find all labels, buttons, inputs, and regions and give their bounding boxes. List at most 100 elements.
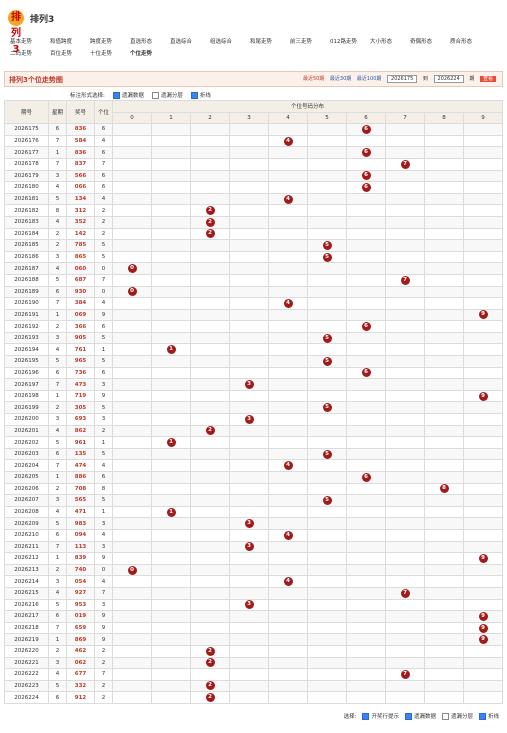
units-digit: 2 [94,215,113,229]
digit-cell [385,528,425,542]
units-digit: 5 [94,355,113,368]
data-row: 2026223 5 332 2 2 [4,679,503,693]
draw-number: 839 [66,552,95,565]
digit-cell [463,285,503,299]
view-button[interactable]: 查看 [479,76,496,82]
units-digit: 2 [94,227,113,241]
issue: 2026208 [4,505,49,519]
hit-ball: 2 [205,426,215,436]
nav-tab[interactable]: 百位走势 [50,51,73,57]
digit-cell [151,586,191,600]
digit-cell [190,157,230,171]
digit-cell [424,436,464,449]
digit-cell [424,181,464,194]
digit-cell [229,250,269,264]
nav-tab[interactable]: 十位走势 [90,51,113,57]
digit-cell [346,273,386,287]
data-row: 2026221 3 062 2 2 [4,656,503,670]
digit-cell [268,633,308,646]
data-row: 2026183 4 352 2 2 [4,215,503,229]
units-digit: 5 [94,239,113,252]
digit-cell [424,297,464,310]
checkbox[interactable] [362,713,370,720]
from-input[interactable]: 2026175 [387,75,418,83]
nav-tab[interactable]: 直选形态 [130,39,153,45]
nav-tab[interactable]: 质合形态 [450,39,473,45]
digit-cell [346,262,386,275]
digit-cell [463,157,503,171]
option[interactable]: 折线 [190,92,211,99]
digit-cell [229,679,269,693]
option[interactable]: 遗漏数据 [112,92,144,99]
digit-cell: 9 [463,610,503,623]
digit-cell [307,308,347,322]
checkbox[interactable] [151,92,159,99]
option[interactable]: 遗漏数据 [404,713,436,720]
digit-cell: 4 [268,192,308,206]
draw-number: 142 [66,227,95,241]
nav-tab[interactable]: 大小形态 [370,39,393,45]
checkbox[interactable] [478,713,486,720]
digit-cell [151,331,191,345]
digit-cell [424,528,464,542]
nav-tab[interactable]: 基本走势 [10,39,33,45]
digit-cell [307,123,347,136]
digit-cell [307,424,347,438]
digit-cell [190,552,230,565]
nav-tab[interactable]: 二码走势 [10,51,33,57]
digit-cell: 5 [307,355,347,368]
nav-tab[interactable]: 和尾走势 [250,39,273,45]
digit-cell [424,447,464,461]
nav-tab[interactable]: 奇偶形态 [410,39,433,45]
header-row: 期号 星期 奖号 个位 个位号码分布 [4,99,503,125]
nav-tab[interactable]: 个位走势 [130,51,153,57]
digit-cell: 2 [190,644,230,658]
checkbox[interactable] [190,92,198,99]
digit-cell [229,169,269,183]
digit-cell [346,633,386,646]
digit-cell [268,355,308,368]
data-row: 2026220 2 462 2 2 [4,644,503,658]
digit-cell [346,586,386,600]
digit-cell [424,552,464,565]
digit-cell [307,517,347,530]
nav-tab[interactable]: 和值跨度 [50,39,73,45]
hit-ball: 3 [244,542,254,552]
nav-tab[interactable]: 直选综合 [170,39,193,45]
digit-cell [463,482,503,496]
units-digit: 9 [94,621,113,635]
nav-tab[interactable]: 前三走势 [290,39,313,45]
digit-cell [190,436,230,449]
checkbox[interactable] [112,92,120,99]
to-input[interactable]: 2026224 [433,75,464,83]
digit-cell [463,413,503,426]
checkbox[interactable] [441,713,449,720]
hit-ball: 4 [283,136,293,146]
range-link[interactable]: 最近30期 [329,76,352,82]
nav-tab[interactable]: 组选综合 [210,39,233,45]
range-link[interactable]: 最近100期 [356,76,382,82]
weekday: 2 [48,401,67,415]
range-link[interactable]: 最近50期 [302,76,325,82]
digit-cell [463,668,503,681]
digit-cell: 9 [463,552,503,565]
draw-number: 677 [66,668,95,681]
digit-cell: 9 [463,389,503,403]
option[interactable]: 折线 [478,713,499,720]
digit-cell [463,273,503,287]
digit-cell: 4 [268,528,308,542]
digit-cell [112,459,152,472]
checkbox[interactable] [404,713,412,720]
digit-cell [229,505,269,519]
option[interactable]: 开奖行提示 [362,713,399,720]
digit-cell [385,552,425,565]
option[interactable]: 遗漏分层 [151,92,183,99]
nav-tab[interactable]: 跨度走势 [90,39,113,45]
digit-cell [424,413,464,426]
option[interactable]: 遗漏分层 [441,713,473,720]
nav-tab[interactable]: 012路走势 [330,39,357,45]
data-row: 2026206 2 708 8 8 [4,482,503,496]
digit-cell [190,181,230,194]
data-row: 2026185 2 785 5 5 [4,239,503,252]
digit-cell [151,668,191,681]
